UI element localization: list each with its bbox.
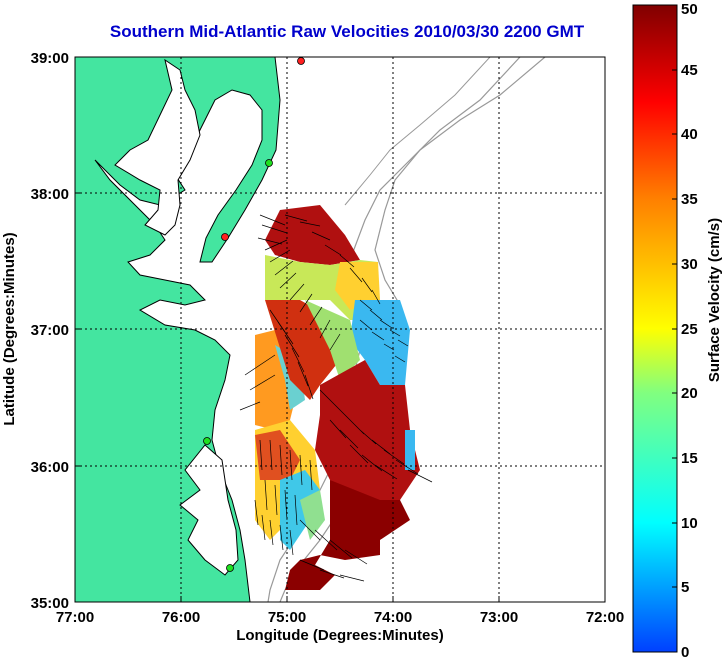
colorbar-tick-label: 30 bbox=[681, 256, 698, 273]
x-tick-label: 72:00 bbox=[586, 609, 624, 626]
x-axis-label: Longitude (Degrees:Minutes) bbox=[236, 627, 444, 644]
colorbar-tick-label: 45 bbox=[681, 62, 698, 79]
station-marker bbox=[265, 159, 273, 167]
colorbar-tick-label: 20 bbox=[681, 385, 698, 402]
station-marker bbox=[226, 564, 234, 572]
y-tick-label: 35:00 bbox=[31, 595, 69, 612]
colorbar-tick-label: 50 bbox=[681, 1, 698, 18]
bathymetry-contour bbox=[344, 57, 491, 206]
x-tick-label: 76:00 bbox=[162, 609, 200, 626]
x-tick-label: 77:00 bbox=[56, 609, 94, 626]
x-tick-label: 74:00 bbox=[374, 609, 412, 626]
colorbar-tick-label: 10 bbox=[681, 515, 698, 532]
y-tick-label: 39:00 bbox=[31, 50, 69, 67]
axis-ticks bbox=[74, 56, 606, 603]
pamlico-sound bbox=[179, 444, 239, 576]
colorbar bbox=[632, 4, 678, 653]
station-marker bbox=[203, 437, 211, 445]
y-tick-label: 36:00 bbox=[31, 459, 69, 476]
grid-lines bbox=[75, 57, 605, 602]
y-axis-label: Latitude (Degrees:Minutes) bbox=[1, 232, 18, 425]
colorbar-tick-label: 35 bbox=[681, 191, 698, 208]
velocity-field bbox=[255, 205, 420, 590]
colorbar-tick-label: 25 bbox=[681, 321, 698, 338]
colorbar-ticks bbox=[672, 4, 677, 653]
chart-title: Southern Mid-Atlantic Raw Velocities 201… bbox=[109, 22, 585, 41]
colorbar-tick-label: 0 bbox=[681, 644, 689, 659]
x-tick-label: 75:00 bbox=[268, 609, 306, 626]
colorbar-tick-label: 40 bbox=[681, 126, 698, 143]
colorbar-label: Surface Velocity (cm/s) bbox=[706, 218, 723, 382]
station-marker bbox=[221, 233, 229, 241]
colorbar-tick-label: 15 bbox=[681, 450, 698, 467]
y-tick-label: 38:00 bbox=[31, 186, 69, 203]
y-tick-label: 37:00 bbox=[31, 322, 69, 339]
colorbar-tick-label: 5 bbox=[681, 579, 689, 596]
chesapeake-bay bbox=[114, 58, 201, 236]
station-marker bbox=[297, 57, 305, 65]
x-tick-label: 73:00 bbox=[480, 609, 518, 626]
